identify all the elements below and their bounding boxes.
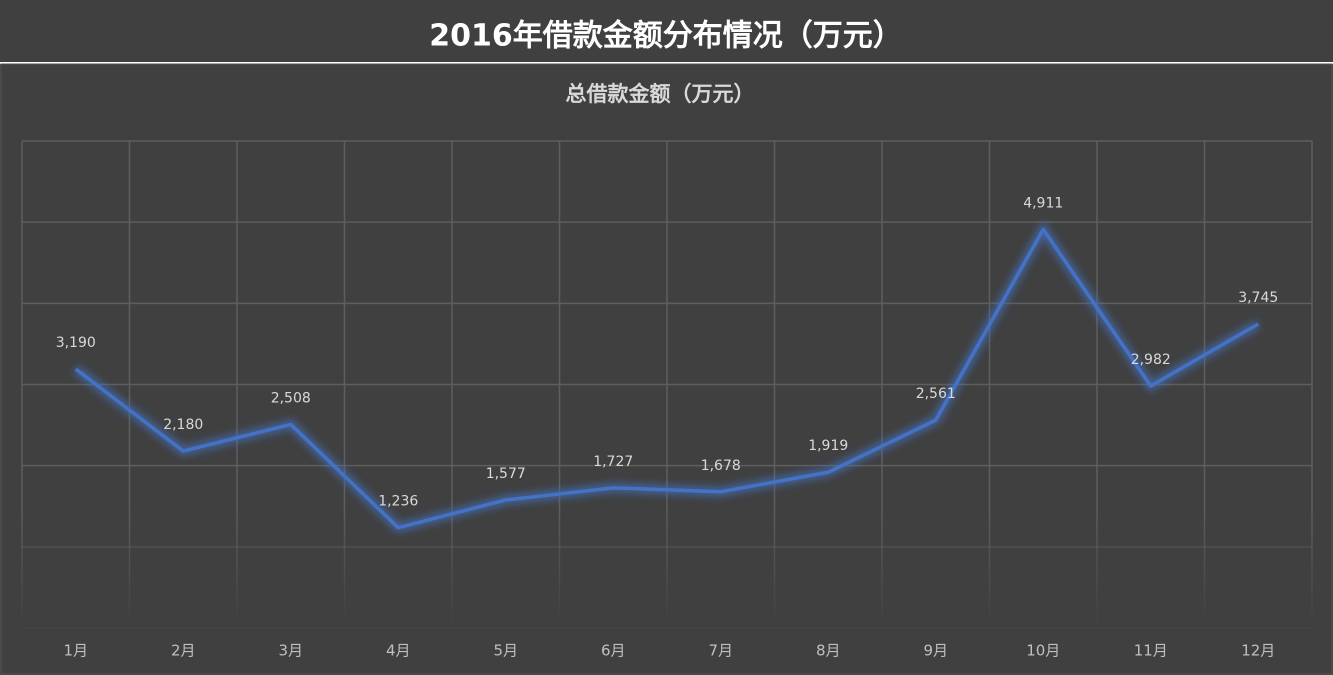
x-tick-label: 2月 — [171, 642, 196, 660]
x-tick-label: 12月 — [1241, 642, 1275, 660]
x-tick-label: 6月 — [601, 642, 626, 660]
chart-frame — [0, 63, 1333, 675]
data-label: 1,577 — [486, 466, 526, 482]
x-tick-label: 10月 — [1026, 642, 1060, 660]
x-tick-label: 7月 — [708, 642, 733, 660]
page-title: 2016年借款金额分布情况（万元） — [429, 19, 903, 54]
data-label: 3,190 — [56, 335, 96, 351]
data-label: 1,727 — [593, 454, 633, 470]
data-label: 1,919 — [808, 438, 848, 454]
data-label: 2,982 — [1131, 352, 1171, 368]
data-label: 2,561 — [916, 386, 956, 402]
data-label: 1,678 — [701, 458, 741, 474]
x-tick-label: 5月 — [493, 642, 518, 660]
x-tick-label: 1月 — [63, 642, 88, 660]
data-label: 2,508 — [271, 390, 311, 406]
chart-title: 总借款金额（万元） — [566, 82, 755, 106]
data-label: 2,180 — [163, 417, 203, 433]
data-label: 4,911 — [1023, 195, 1063, 211]
data-label: 3,745 — [1238, 290, 1278, 306]
data-label: 1,236 — [378, 494, 418, 510]
x-tick-label: 8月 — [816, 642, 841, 660]
line — [74, 227, 1260, 530]
x-tick-label: 4月 — [386, 642, 411, 660]
x-tick-label: 11月 — [1134, 642, 1168, 660]
x-tick-label: 3月 — [278, 642, 303, 660]
x-tick-label: 9月 — [923, 642, 948, 660]
